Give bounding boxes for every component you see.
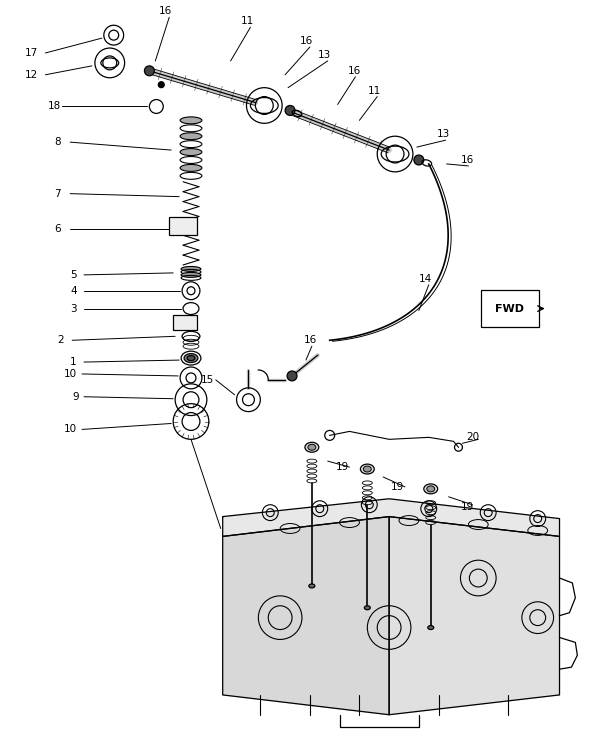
Text: 4: 4 xyxy=(70,286,76,296)
Text: 11: 11 xyxy=(241,16,254,27)
Ellipse shape xyxy=(180,165,202,171)
Ellipse shape xyxy=(181,272,201,277)
Text: 5: 5 xyxy=(70,270,76,280)
Text: 16: 16 xyxy=(460,155,474,165)
Ellipse shape xyxy=(180,117,202,124)
Text: 10: 10 xyxy=(64,424,77,435)
Ellipse shape xyxy=(187,356,195,361)
Text: 19: 19 xyxy=(391,482,404,492)
Text: 16: 16 xyxy=(160,7,173,16)
Ellipse shape xyxy=(180,148,202,156)
Ellipse shape xyxy=(309,584,315,588)
Bar xyxy=(169,218,197,235)
Ellipse shape xyxy=(308,444,316,450)
FancyBboxPatch shape xyxy=(482,290,538,328)
Text: 16: 16 xyxy=(304,335,317,345)
Polygon shape xyxy=(223,517,389,714)
Circle shape xyxy=(145,66,154,76)
Text: 14: 14 xyxy=(419,274,432,284)
Text: 20: 20 xyxy=(466,432,480,442)
Bar xyxy=(173,314,197,331)
Ellipse shape xyxy=(184,354,198,362)
Ellipse shape xyxy=(305,442,319,452)
Text: 16: 16 xyxy=(347,66,361,76)
Text: 10: 10 xyxy=(64,369,77,379)
Circle shape xyxy=(285,106,295,115)
Ellipse shape xyxy=(180,133,202,139)
Text: 16: 16 xyxy=(300,36,313,46)
Text: 1: 1 xyxy=(70,357,76,367)
Text: 13: 13 xyxy=(436,129,450,139)
Ellipse shape xyxy=(428,626,433,630)
Text: 13: 13 xyxy=(318,50,331,60)
Text: 17: 17 xyxy=(24,48,38,58)
Ellipse shape xyxy=(424,484,438,494)
Ellipse shape xyxy=(427,486,435,492)
Text: 2: 2 xyxy=(58,335,64,345)
Text: 12: 12 xyxy=(24,70,38,80)
Text: 15: 15 xyxy=(201,375,214,385)
Text: 9: 9 xyxy=(72,392,79,401)
Text: 6: 6 xyxy=(55,224,61,235)
Circle shape xyxy=(287,371,297,381)
Text: 3: 3 xyxy=(70,303,76,314)
Ellipse shape xyxy=(364,466,371,472)
Polygon shape xyxy=(389,517,560,714)
Polygon shape xyxy=(223,499,560,537)
Text: 18: 18 xyxy=(47,102,60,111)
Ellipse shape xyxy=(361,464,374,474)
Circle shape xyxy=(414,155,424,165)
Text: 8: 8 xyxy=(55,137,61,147)
Text: 19: 19 xyxy=(336,462,349,472)
Text: 11: 11 xyxy=(367,86,381,96)
Ellipse shape xyxy=(364,606,370,610)
Text: 19: 19 xyxy=(460,502,474,511)
Text: FWD: FWD xyxy=(496,303,524,314)
Ellipse shape xyxy=(181,266,201,272)
Text: 7: 7 xyxy=(55,189,61,199)
Circle shape xyxy=(158,82,164,88)
